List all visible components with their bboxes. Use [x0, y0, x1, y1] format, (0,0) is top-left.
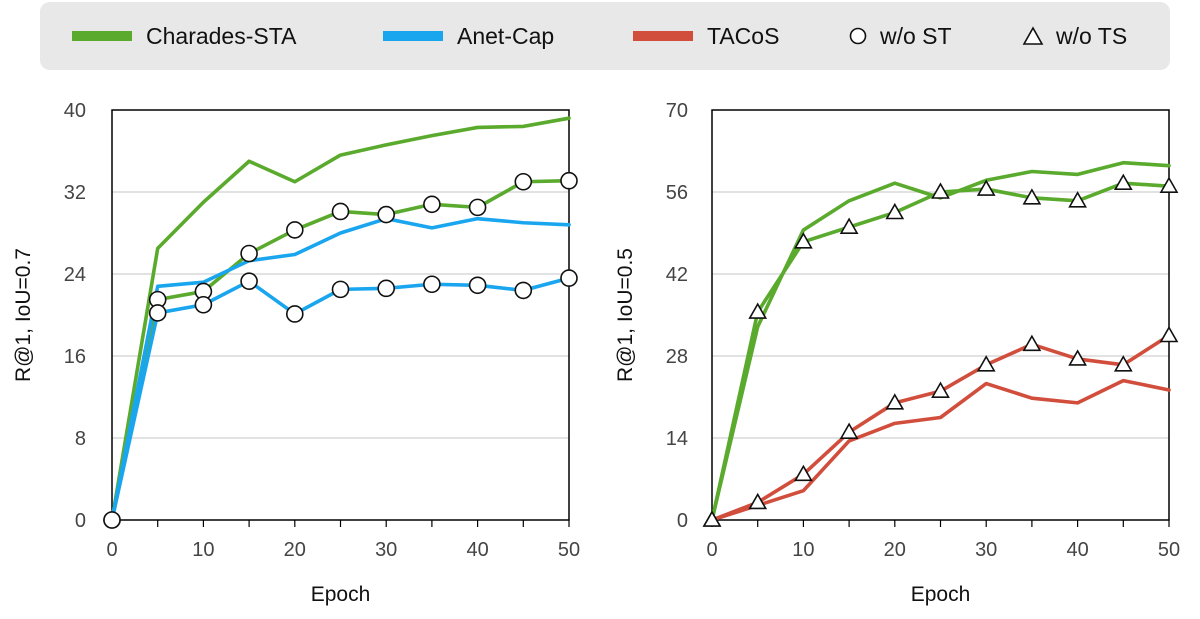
data-point-triangle — [1113, 355, 1133, 372]
y-tick-label: 28 — [666, 346, 688, 368]
chart-1: 0 8 16 24 32 40 0 10 20 30 40 50 Epoch R@1, IoU=0.7 — [12, 100, 580, 606]
plot-frame — [711, 109, 1170, 521]
legend-swatch-anet — [383, 31, 443, 41]
y-tick-label: 0 — [677, 510, 688, 532]
chart-2: 0 14 28 42 56 70 0 10 20 30 40 50 Epoch R@1, IoU=0.5 — [614, 100, 1180, 606]
x-tick-label: 0 — [706, 539, 717, 561]
legend-label-charades: Charades-STA — [146, 22, 297, 49]
x-tick-label: 40 — [466, 539, 488, 561]
x-tick-label: 40 — [1066, 539, 1088, 561]
data-point-circle — [285, 305, 304, 323]
y-tick-label: 42 — [666, 264, 688, 286]
data-point-triangle — [839, 217, 859, 234]
data-point-triangle — [976, 179, 996, 196]
legend-label-tacos: TACoS — [707, 22, 780, 49]
data-point-triangle — [1022, 188, 1042, 205]
data-point-triangle — [1159, 325, 1179, 343]
x-tick-label: 10 — [192, 539, 214, 561]
legend-box: Charades-STA Anet-Cap TACoS w/o ST w/o T… — [40, 2, 1170, 70]
x-axis-label: Epoch — [911, 583, 971, 606]
x-axis-label: Epoch — [311, 583, 371, 606]
data-point-circle — [377, 279, 396, 298]
triangle-marker-icon — [1022, 26, 1044, 45]
legend-swatch-tacos — [633, 31, 693, 41]
data-point-circle — [514, 281, 533, 300]
data-point-circle — [560, 269, 578, 287]
data-point-triangle — [1159, 176, 1179, 193]
data-point-triangle — [839, 422, 859, 439]
x-tick-label: 50 — [1158, 539, 1180, 561]
legend-label-anet: Anet-Cap — [457, 22, 555, 49]
legend-label-wost: w/o ST — [880, 22, 952, 49]
x-tick-label: 0 — [106, 539, 117, 561]
series-line — [710, 333, 1171, 522]
data-point-circle — [331, 280, 350, 299]
legend-item-wots: w/o TS — [1022, 2, 1127, 70]
data-point-triangle — [885, 393, 905, 410]
data-point-triangle — [748, 302, 768, 319]
legend-item-wost: w/o ST — [848, 2, 952, 70]
legend-item-anet: Anet-Cap — [383, 2, 554, 70]
x-tick-label: 20 — [884, 539, 906, 561]
data-point-circle — [377, 205, 396, 224]
data-point-circle — [423, 195, 441, 214]
plot-frame — [111, 109, 570, 521]
x-tick-label: 10 — [792, 539, 814, 561]
data-point-triangle — [1022, 334, 1042, 352]
data-point-triangle — [931, 182, 950, 199]
data-point-triangle — [931, 381, 950, 398]
y-tick-label: 56 — [666, 182, 688, 204]
data-point-triangle — [794, 464, 813, 482]
data-point-triangle — [702, 510, 722, 527]
y-axis-label: R@1, IoU=0.7 — [12, 248, 35, 382]
series-line — [110, 116, 571, 522]
series-line — [710, 378, 1171, 522]
data-point-triangle — [794, 232, 813, 249]
data-point-circle — [560, 171, 578, 190]
y-tick-label: 70 — [666, 100, 688, 122]
data-point-triangle — [1113, 173, 1133, 191]
x-tick-label: 30 — [375, 539, 397, 561]
series-line — [710, 160, 1171, 522]
legend-swatch-charades — [72, 31, 132, 41]
y-tick-label: 8 — [75, 428, 86, 450]
data-point-circle — [194, 295, 213, 314]
y-tick-label: 24 — [64, 264, 86, 286]
y-tick-label: 14 — [666, 428, 688, 450]
series-line — [110, 276, 571, 522]
data-point-triangle — [1068, 191, 1087, 208]
y-tick-label: 0 — [75, 510, 86, 532]
circle-marker-icon — [849, 27, 867, 45]
data-point-circle — [423, 275, 441, 294]
data-point-circle — [285, 221, 304, 239]
data-point-circle — [468, 198, 487, 217]
data-point-circle — [331, 202, 350, 221]
legend-label-wots: w/o TS — [1056, 22, 1128, 49]
x-tick-label: 20 — [284, 539, 306, 561]
series-line — [710, 181, 1171, 522]
data-point-circle — [148, 304, 167, 322]
data-point-triangle — [1068, 349, 1087, 366]
x-tick-label: 30 — [975, 539, 997, 561]
series-line — [110, 216, 571, 522]
x-tick-label: 50 — [558, 539, 580, 561]
data-point-circle — [103, 511, 121, 529]
legend-item-charades: Charades-STA — [72, 2, 296, 70]
data-point-triangle — [748, 492, 768, 510]
data-point-circle — [514, 172, 533, 191]
data-point-triangle — [885, 202, 905, 220]
y-tick-label: 16 — [64, 346, 86, 368]
data-point-circle — [468, 276, 487, 295]
y-tick-label: 40 — [64, 100, 86, 122]
data-point-triangle — [976, 355, 996, 372]
legend-item-tacos: TACoS — [633, 2, 779, 70]
y-axis-label: R@1, IoU=0.5 — [614, 248, 637, 382]
data-point-circle — [240, 272, 258, 290]
data-point-circle — [240, 244, 258, 263]
y-tick-label: 32 — [64, 182, 86, 204]
